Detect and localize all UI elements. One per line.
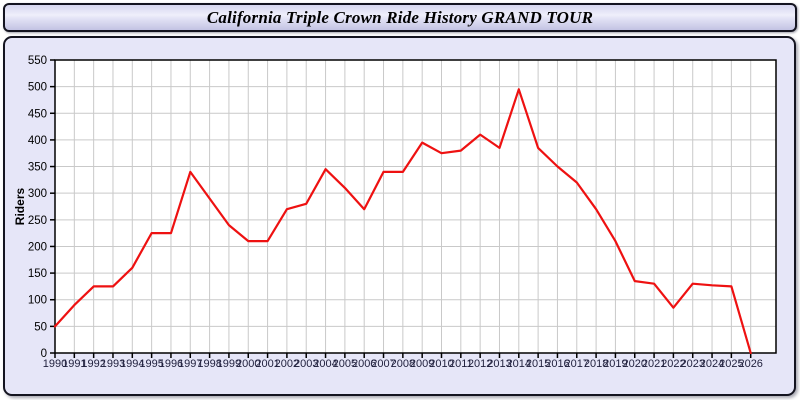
x-tick-label: 1991 [62,358,86,370]
x-tick-label: 2004 [313,358,337,370]
x-tick-label: 2001 [255,358,279,370]
y-tick-label: 100 [28,295,47,307]
x-tick-label: 2026 [738,358,762,370]
x-tick-label: 2022 [661,358,685,370]
x-tick-label: 2000 [236,358,260,370]
x-tick-label: 1996 [159,358,183,370]
y-tick-label: 250 [28,215,47,227]
y-tick-label: 0 [41,348,47,360]
x-tick-label: 1995 [139,358,163,370]
y-axis-title: Riders [13,188,27,226]
x-tick-label: 2006 [352,358,376,370]
y-tick-label: 300 [28,188,47,200]
x-tick-label: 2007 [371,358,395,370]
y-tick-label: 500 [28,82,47,94]
x-tick-label: 2023 [680,358,704,370]
x-tick-label: 1997 [178,358,202,370]
y-tick-label: 550 [28,55,47,67]
x-tick-label: 2019 [603,358,627,370]
x-tick-label: 2025 [719,358,743,370]
plot-frame [54,59,777,354]
x-tick-label: 2020 [623,358,647,370]
y-tick-label: 400 [28,135,47,147]
x-tick-label: 2015 [526,358,550,370]
y-tick-label: 350 [28,162,47,174]
chart-title-bar: California Triple Crown Ride History GRA… [3,3,797,32]
x-tick-label: 2017 [565,358,589,370]
x-tick-label: 1999 [217,358,241,370]
x-tick-label: 1990 [43,358,67,370]
x-tick-label: 2009 [410,358,434,370]
y-tick-label: 150 [28,268,47,280]
x-tick-label: 2024 [700,358,724,370]
x-tick-label: 2011 [449,358,473,370]
x-tick-label: 2005 [333,358,357,370]
y-tick-label: 50 [34,321,47,333]
x-tick-label: 2018 [584,358,608,370]
x-tick-label: 1993 [101,358,125,370]
x-tick-label: 2003 [294,358,318,370]
x-tick-label: 2008 [391,358,415,370]
x-tick-label: 1992 [81,358,105,370]
x-tick-label: 2014 [507,358,531,370]
x-tick-label: 2016 [545,358,569,370]
y-tick-label: 450 [28,108,47,120]
x-tick-label: 1998 [197,358,221,370]
plot-area [55,60,776,353]
x-tick-label: 1994 [120,358,144,370]
x-tick-label: 2012 [468,358,492,370]
riders-data-line [53,88,752,355]
x-tick-label: 2013 [487,358,511,370]
x-tick-label: 2002 [275,358,299,370]
y-tick-label: 200 [28,241,47,253]
x-tick-label: 2021 [642,358,666,370]
chart-title: California Triple Crown Ride History GRA… [206,7,594,27]
x-tick-label: 2010 [429,358,453,370]
